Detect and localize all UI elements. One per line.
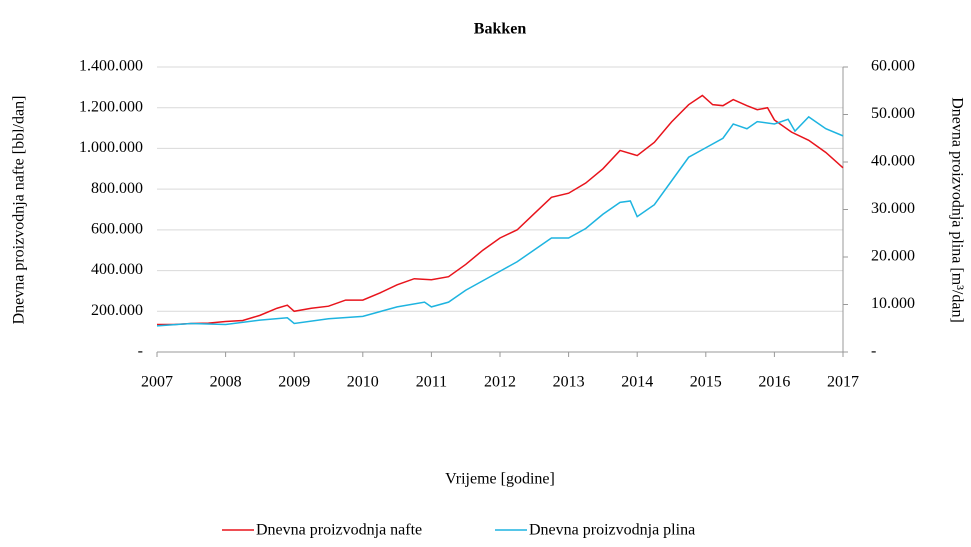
y2-tick-label: 60.000 bbox=[871, 58, 915, 75]
y2-tick-label: 30.000 bbox=[871, 200, 915, 217]
y-tick-label: 1.400.000 bbox=[79, 58, 143, 75]
y2-tick-label: 40.000 bbox=[871, 153, 915, 170]
x-tick-label: 2008 bbox=[210, 374, 242, 391]
legend-label: Dnevna proizvodnja plina bbox=[529, 522, 695, 539]
data-line bbox=[156, 115, 844, 327]
legend-label: Dnevna proizvodnja nafte bbox=[256, 522, 422, 539]
y-tick-label: 200.000 bbox=[91, 302, 143, 319]
x-tick-label: 2013 bbox=[553, 374, 585, 391]
y2-axis-label: Dnevna proizvodnja plina [m³/dan] bbox=[948, 97, 965, 323]
chart-title: Bakken bbox=[474, 21, 527, 38]
y2-tick-label: 10.000 bbox=[871, 295, 915, 312]
y2-tick-label: - bbox=[871, 343, 876, 360]
x-tick-label: 2015 bbox=[690, 374, 722, 391]
x-tick-label: 2014 bbox=[621, 374, 653, 391]
x-tick-label: 2017 bbox=[827, 374, 859, 391]
x-tick-label: 2007 bbox=[141, 374, 173, 391]
x-tick-label: 2012 bbox=[484, 374, 516, 391]
x-axis-label: Vrijeme [godine] bbox=[445, 471, 555, 488]
x-tick-label: 2009 bbox=[278, 374, 310, 391]
y-tick-label: 800.000 bbox=[91, 180, 143, 197]
y-tick-label: - bbox=[138, 343, 143, 360]
y2-tick-label: 50.000 bbox=[871, 105, 915, 122]
x-tick-label: 2016 bbox=[758, 374, 790, 391]
data-line bbox=[157, 94, 844, 326]
y-axis-label: Dnevna proizvodnja nafte [bbl/dan] bbox=[11, 96, 28, 325]
y-tick-label: 1.000.000 bbox=[79, 139, 143, 156]
x-tick-label: 2010 bbox=[347, 374, 379, 391]
y2-tick-label: 20.000 bbox=[871, 248, 915, 265]
y-tick-label: 600.000 bbox=[91, 221, 143, 238]
y-tick-label: 1.200.000 bbox=[79, 98, 143, 115]
x-tick-label: 2011 bbox=[416, 374, 447, 391]
y-tick-label: 400.000 bbox=[91, 261, 143, 278]
